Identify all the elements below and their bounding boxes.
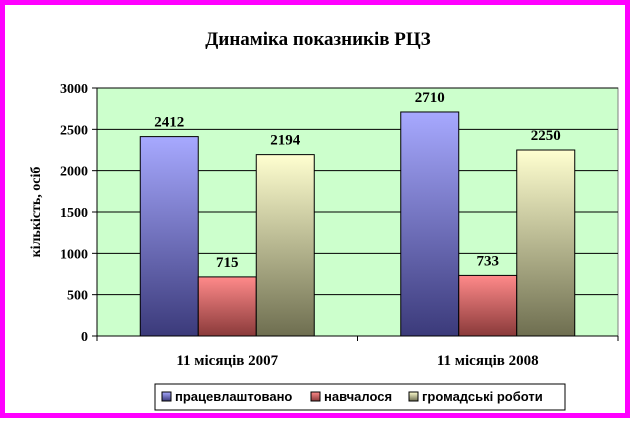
- legend-swatch: [161, 391, 172, 402]
- y-tick-label: 1500: [60, 206, 88, 221]
- data-label: 2412: [154, 115, 184, 131]
- y-tick-label: 500: [67, 289, 88, 304]
- data-label: 733: [477, 253, 500, 269]
- bar: [516, 149, 576, 337]
- data-label: 715: [216, 255, 239, 271]
- legend-swatch: [408, 391, 419, 402]
- y-tick-label: 1000: [60, 247, 88, 262]
- bar-chart: Динаміка показників РЦЗ 0 500 1000 1500 2000…: [29, 29, 619, 411]
- x-axis-categories: 11 місяців 2007 11 місяців 2008: [96, 336, 619, 369]
- y-tick-label: 2500: [60, 123, 88, 138]
- legend-swatch: [310, 391, 321, 402]
- y-axis-label: кількість, осіб: [29, 167, 44, 258]
- bar: [197, 276, 257, 337]
- data-label: 2250: [531, 128, 561, 144]
- y-tick-label: 2000: [60, 165, 88, 180]
- y-tick-label: 3000: [60, 82, 88, 97]
- y-tick-label: 0: [81, 330, 88, 345]
- data-label: 2710: [415, 90, 445, 106]
- legend-box: [154, 383, 566, 411]
- x-category-label: 11 місяців 2008: [437, 353, 539, 369]
- legend: працевлаштовано навчалося громадські робот…: [154, 383, 566, 411]
- bars: [139, 111, 576, 337]
- chart-title: Динаміка показників РЦЗ: [205, 29, 430, 50]
- bar: [400, 111, 460, 337]
- legend-label: працевлаштовано: [175, 389, 292, 404]
- bar: [458, 274, 518, 337]
- legend-label: громадські роботи: [422, 389, 543, 404]
- x-category-label: 11 місяців 2007: [176, 353, 278, 369]
- data-label: 2194: [270, 133, 301, 149]
- legend-label: навчалося: [324, 389, 392, 404]
- bar: [255, 154, 315, 337]
- data-labels: 2412 715 2194 2710 733 2250: [154, 90, 561, 271]
- bar: [139, 136, 199, 337]
